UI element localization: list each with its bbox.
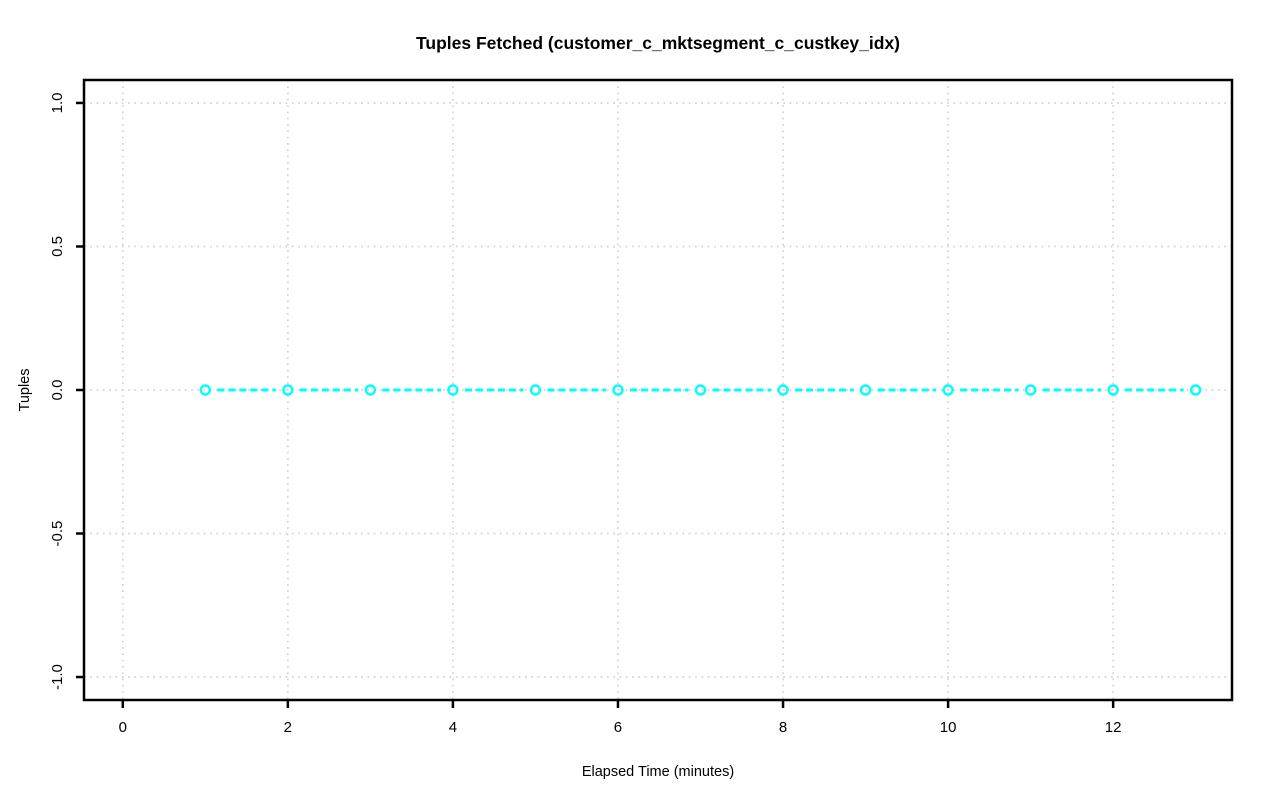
- data-point: [694, 384, 707, 396]
- data-point: [1107, 384, 1119, 396]
- x-tick-label: 6: [614, 719, 622, 736]
- y-tick-label: 0.5: [49, 236, 66, 257]
- chart-title: Tuples Fetched (customer_c_mktsegment_c_…: [416, 33, 900, 53]
- x-tick-label: 12: [1105, 719, 1122, 736]
- x-tick-label: 8: [779, 719, 787, 736]
- x-tick-label: 10: [940, 719, 957, 736]
- data-point: [282, 384, 294, 396]
- y-tick-label: -0.5: [49, 521, 66, 547]
- x-tick-label: 4: [449, 719, 457, 736]
- data-point: [364, 384, 377, 396]
- data-point: [1024, 384, 1037, 396]
- data-point: [777, 384, 789, 396]
- plot-border: [82, 78, 1234, 702]
- y-tick-label: 1.0: [49, 93, 66, 114]
- data-point: [942, 384, 954, 396]
- data-point: [612, 384, 624, 396]
- y-axis-label: Tuples: [17, 369, 33, 412]
- y-tick-label: -1.0: [49, 664, 66, 690]
- axes: 0 2 4 6 8 10 12 -1.0 -0.5 0.0 0.5 1.0: [49, 93, 1121, 736]
- data-point: [447, 384, 459, 396]
- data-point: [1189, 384, 1202, 396]
- y-tick-label: 0.0: [49, 380, 66, 401]
- data-point: [529, 384, 542, 396]
- x-tick-label: 2: [284, 719, 292, 736]
- x-tick-label: 0: [119, 719, 127, 736]
- data-point: [199, 384, 212, 396]
- data-series: [199, 384, 1202, 396]
- x-axis-label: Elapsed Time (minutes): [582, 764, 734, 780]
- data-point: [859, 384, 872, 396]
